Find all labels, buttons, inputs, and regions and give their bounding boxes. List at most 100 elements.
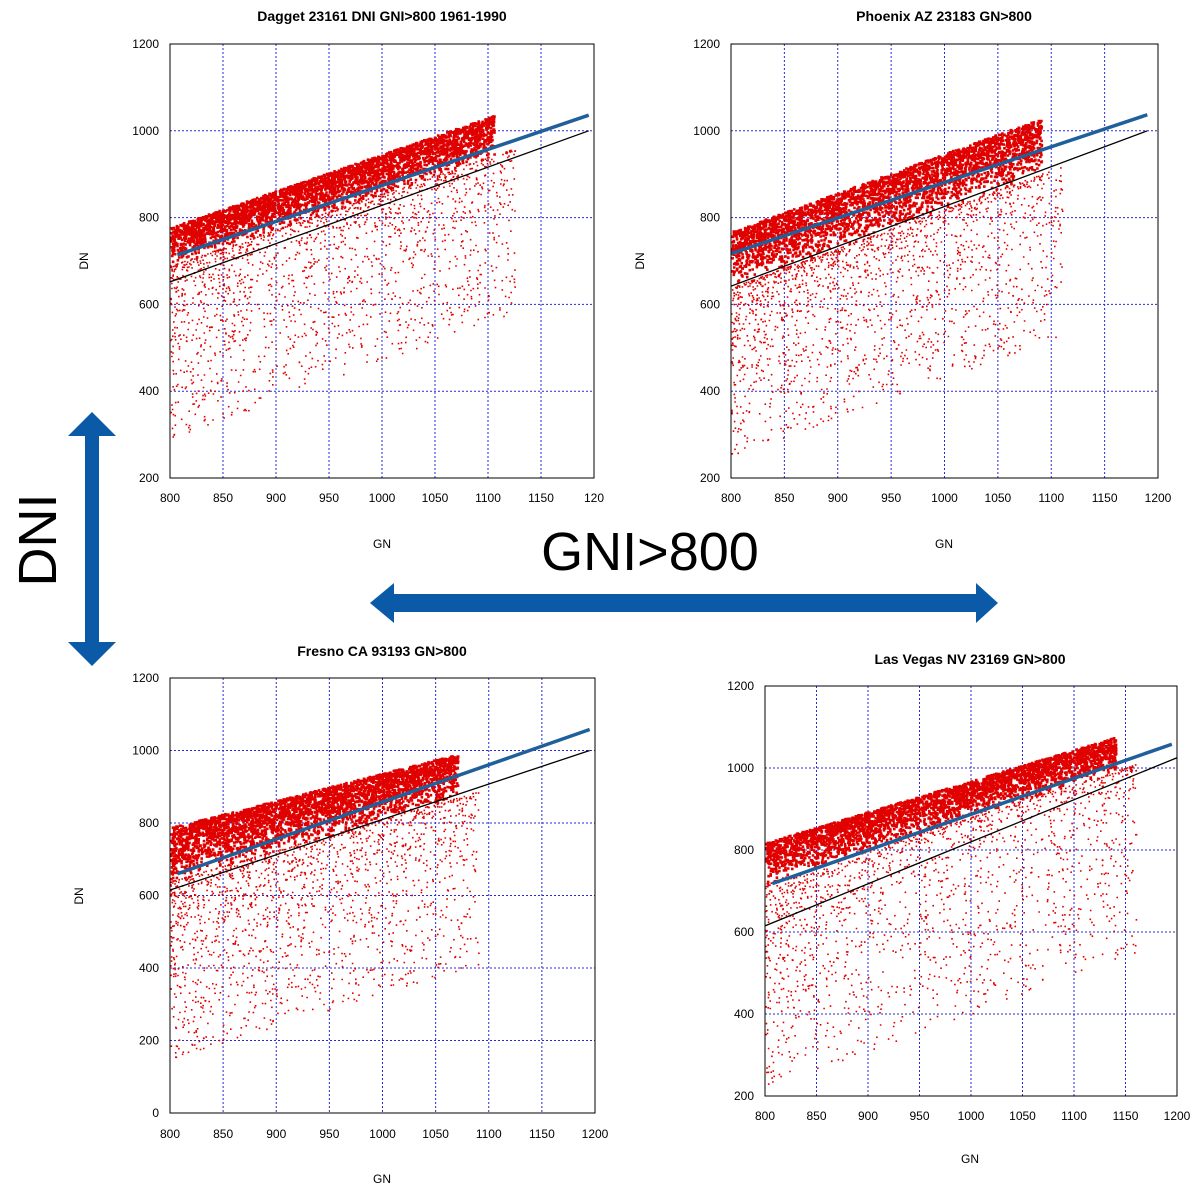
- y-axis-label: DN: [72, 887, 86, 904]
- y-tick-labels: 200 400 600 800 1000 1200: [727, 679, 754, 1103]
- x-tick-label: 1050: [422, 491, 449, 505]
- identity-line: [765, 757, 1177, 927]
- point-cloud: [765, 737, 1138, 1085]
- y-tick-labels: 200 400 600 800 1000 1200: [132, 37, 159, 485]
- identity-line: [731, 130, 1148, 287]
- plot-frame: [764, 685, 1178, 1097]
- y-tick-label: 400: [700, 384, 720, 398]
- point-cloud: [170, 115, 517, 438]
- y-tick-label: 1200: [693, 37, 720, 51]
- chart-title: Phoenix AZ 23183 GN>800: [856, 8, 1032, 24]
- x-tick-label: 1050: [422, 1127, 449, 1141]
- x-tick-label: 1200: [1145, 491, 1172, 505]
- y-tick-label: 600: [139, 297, 159, 311]
- x-tick-label: 850: [213, 491, 233, 505]
- x-tick-label: 120: [584, 491, 604, 505]
- x-tick-label: 1200: [582, 1127, 609, 1141]
- x-tick-label: 950: [881, 491, 901, 505]
- x-tick-label: 1000: [369, 491, 396, 505]
- y-tick-label: 600: [139, 889, 159, 903]
- y-tick-label: 400: [734, 1007, 754, 1021]
- scatter-points: [170, 755, 480, 1059]
- x-axis-label: GN: [373, 1172, 391, 1186]
- x-tick-labels: 800 850 900 950 1000 1050 1100 1150 120: [160, 491, 604, 505]
- x-axis-label: GN: [373, 537, 391, 551]
- plot-frame: [730, 43, 1159, 479]
- y-tick-label: 400: [139, 961, 159, 975]
- x-tick-label: 800: [755, 1109, 775, 1123]
- scatter-points: [765, 737, 1138, 1085]
- plot-frame: [169, 43, 595, 479]
- y-tick-label: 1000: [693, 124, 720, 138]
- chart-title: Las Vegas NV 23169 GN>800: [874, 651, 1065, 667]
- x-tick-label: 1000: [931, 491, 958, 505]
- chart-dagget: Dagget 23161 DNI GNI>800 1961-1990 800 85…: [77, 8, 604, 551]
- x-tick-label: 850: [213, 1127, 233, 1141]
- point-cloud: [731, 119, 1064, 455]
- x-tick-label: 900: [266, 491, 286, 505]
- identity-line: [170, 749, 590, 891]
- y-tick-label: 800: [734, 843, 754, 857]
- x-tick-label: 1150: [1092, 491, 1118, 505]
- fit-line: [731, 113, 1148, 256]
- y-tick-label: 1000: [727, 761, 754, 775]
- scatter-points: [731, 119, 1064, 455]
- y-tick-label: 800: [139, 211, 159, 225]
- grid: [170, 44, 594, 478]
- y-tick-label: 800: [700, 211, 720, 225]
- grid: [731, 44, 1158, 478]
- y-tick-label: 1200: [132, 37, 159, 51]
- x-tick-label: 800: [160, 1127, 180, 1141]
- x-tick-label: 1100: [1061, 1109, 1087, 1123]
- y-tick-label: 1000: [132, 744, 159, 758]
- x-tick-label: 850: [806, 1109, 826, 1123]
- gni-horizontal-arrow: [370, 583, 998, 623]
- plot-frame: [169, 677, 596, 1114]
- x-tick-label: 800: [721, 491, 741, 505]
- identity-line: [170, 130, 589, 283]
- x-tick-label: 900: [828, 491, 848, 505]
- grid: [170, 678, 595, 1113]
- fit-line: [771, 742, 1173, 886]
- x-tick-label: 950: [909, 1109, 929, 1123]
- y-tick-label: 200: [139, 471, 159, 485]
- gni-label: GNI>800: [541, 522, 759, 582]
- x-tick-label: 800: [160, 491, 180, 505]
- y-tick-label: 1200: [132, 671, 159, 685]
- x-tick-label: 1100: [476, 1127, 502, 1141]
- chart-las-vegas: Las Vegas NV 23169 GN>800 800 850 900 950 10…: [727, 651, 1190, 1166]
- y-tick-label: 200: [139, 1034, 159, 1048]
- y-tick-label: 1200: [727, 679, 754, 693]
- y-axis-label: DN: [77, 252, 91, 269]
- y-tick-labels: 200 400 600 800 1000 1200: [693, 37, 720, 485]
- scatter-points: [170, 115, 517, 438]
- x-tick-label: 1150: [528, 491, 554, 505]
- x-tick-label: 1150: [1113, 1109, 1139, 1123]
- x-tick-label: 900: [266, 1127, 286, 1141]
- x-tick-label: 950: [319, 1127, 339, 1141]
- dni-vertical-arrow: [68, 412, 116, 666]
- x-tick-label: 1000: [958, 1109, 985, 1123]
- dni-label: DNI: [8, 494, 68, 587]
- y-tick-label: 200: [734, 1089, 754, 1103]
- y-tick-label: 400: [139, 384, 159, 398]
- chart-phoenix: Phoenix AZ 23183 GN>800 800 850 900 950 1000…: [633, 8, 1172, 551]
- x-axis-label: GN: [961, 1152, 979, 1166]
- y-tick-label: 800: [139, 816, 159, 830]
- x-tick-label: 900: [858, 1109, 878, 1123]
- x-tick-label: 850: [774, 491, 794, 505]
- x-tick-label: 1200: [1164, 1109, 1191, 1123]
- x-tick-label: 1150: [529, 1127, 555, 1141]
- y-tick-labels: 0 200 400 600 800 1000 1200: [132, 671, 159, 1120]
- chart-title: Dagget 23161 DNI GNI>800 1961-1990: [257, 8, 507, 24]
- chart-title: Fresno CA 93193 GN>800: [297, 643, 467, 659]
- x-tick-labels: 800 850 900 950 1000 1050 1100 1150 1200: [721, 491, 1172, 505]
- y-tick-label: 600: [734, 925, 754, 939]
- x-tick-label: 1100: [1038, 491, 1064, 505]
- x-tick-label: 1100: [475, 491, 501, 505]
- x-tick-labels: 800 850 900 950 1000 1050 1100 1150 1200: [160, 1127, 609, 1141]
- x-tick-label: 1050: [985, 491, 1012, 505]
- x-tick-label: 1000: [369, 1127, 396, 1141]
- chart-fresno: Fresno CA 93193 GN>800 800 850 900 950 1000 1…: [72, 643, 609, 1186]
